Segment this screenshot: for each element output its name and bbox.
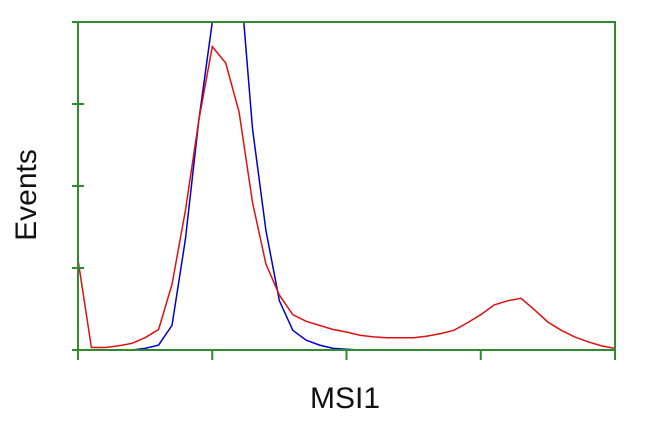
plot-frame bbox=[77, 21, 616, 351]
histogram-line bbox=[78, 22, 615, 350]
histogram-line bbox=[78, 44, 615, 350]
y-axis-label: Events bbox=[10, 149, 43, 241]
x-axis-label: MSI1 bbox=[310, 382, 380, 415]
